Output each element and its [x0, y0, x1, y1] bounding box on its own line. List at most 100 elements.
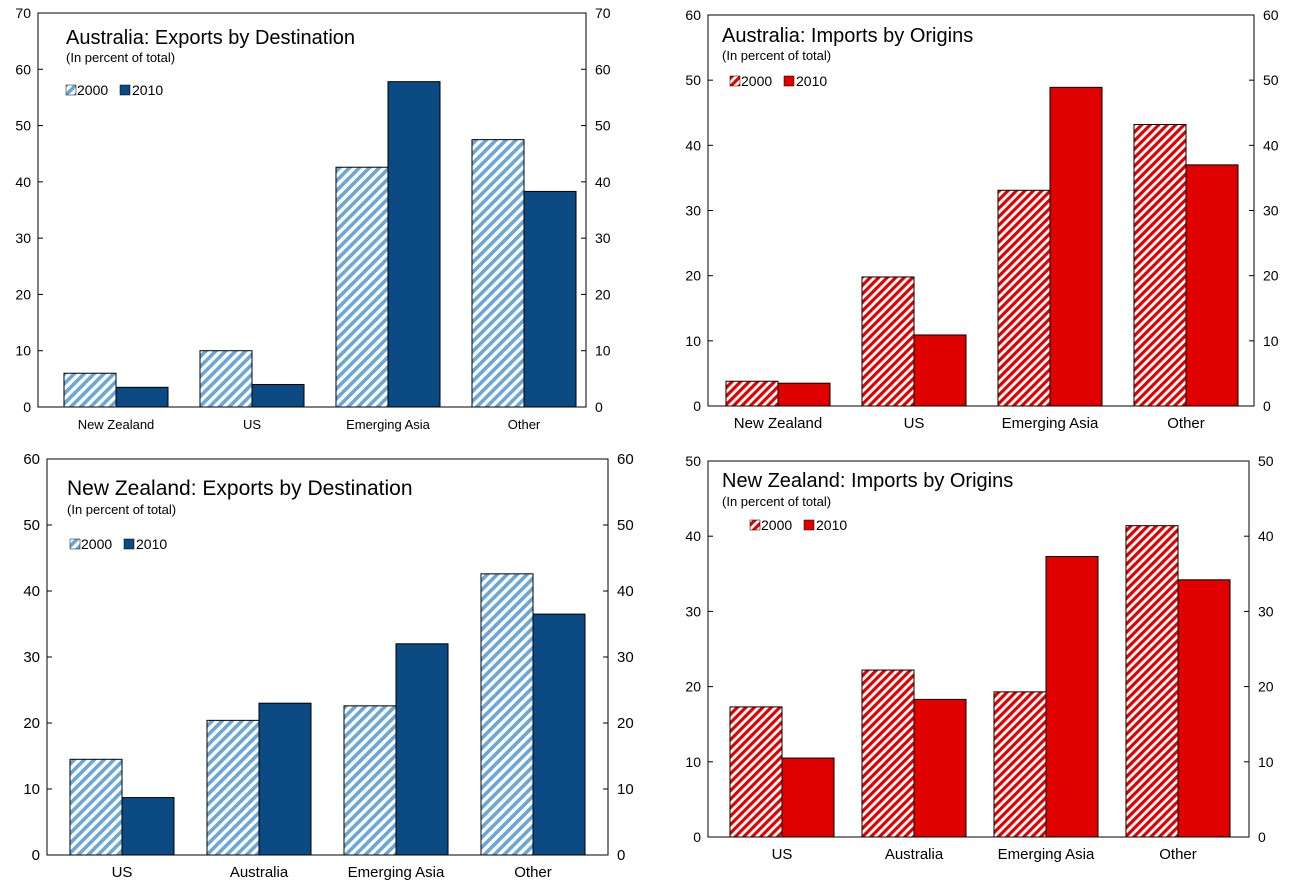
right-tick-label: 50 — [595, 118, 611, 134]
bar-2010-1 — [115, 386, 169, 408]
bar-2010-2 — [258, 702, 312, 856]
left-tick-label: 10 — [685, 333, 701, 349]
left-tick-label: 60 — [685, 7, 701, 23]
right-tick-label: 50 — [1258, 453, 1274, 469]
left-tick-label: 10 — [15, 343, 31, 359]
legend-label-2010: 2010 — [132, 82, 163, 98]
left-tick-label: 60 — [15, 61, 31, 77]
left-tick-label: 20 — [685, 679, 701, 695]
legend-label-2000: 2000 — [741, 73, 772, 89]
left-tick-label: 40 — [15, 174, 31, 190]
left-tick-label: 50 — [23, 517, 40, 534]
right-tick-label: 10 — [1258, 754, 1274, 770]
left-tick-label: 0 — [32, 847, 40, 864]
category-label: Emerging Asia — [1002, 415, 1099, 432]
category-label: New Zealand — [734, 415, 822, 432]
bar-2010-2 — [251, 383, 305, 408]
category-label: US — [904, 415, 925, 432]
chart-panel-4: 0 0 10 10 20 20 30 30 40 40 50 50 US Australia Emergin… — [685, 453, 1273, 863]
right-tick-label: 0 — [1263, 398, 1271, 414]
chart-title: New Zealand: Imports by Origins — [722, 470, 1013, 492]
bar-2000-2 — [199, 350, 253, 408]
bar-2010-1 — [781, 757, 835, 838]
bar-2000-2 — [861, 276, 915, 407]
bar-2000-4 — [480, 573, 534, 856]
right-tick-label: 30 — [595, 230, 611, 246]
right-tick-label: 0 — [595, 399, 603, 415]
left-tick-label: 0 — [693, 829, 701, 845]
right-tick-label: 60 — [1263, 7, 1279, 23]
chart-subtitle: (In percent of total) — [722, 494, 831, 509]
category-label: US — [772, 846, 793, 863]
category-label: Other — [514, 864, 552, 881]
bar-2000-2 — [206, 719, 260, 856]
right-tick-label: 40 — [595, 174, 611, 190]
bar-2010-1 — [121, 797, 175, 856]
bar-2000-4 — [471, 139, 525, 408]
left-tick-label: 0 — [693, 398, 701, 414]
right-tick-label: 40 — [1263, 137, 1279, 153]
bar-2000-3 — [343, 705, 397, 856]
left-tick-label: 30 — [23, 649, 40, 666]
bar-2010-2 — [913, 334, 967, 407]
bar-2010-1 — [777, 382, 831, 407]
left-tick-label: 70 — [15, 5, 31, 21]
chart-subtitle: (In percent of total) — [722, 48, 831, 63]
category-label: Australia — [230, 864, 289, 881]
chart-title: New Zealand: Exports by Destination — [67, 477, 413, 500]
category-label: US — [112, 864, 133, 881]
bar-2000-4 — [1133, 123, 1187, 407]
left-tick-label: 20 — [15, 286, 31, 302]
bar-2010-3 — [1045, 556, 1099, 838]
bar-2000-2 — [861, 669, 915, 838]
right-tick-label: 50 — [1263, 72, 1279, 88]
chart-panel-2: 0 0 10 10 20 20 30 30 40 40 50 50 60 60 New Zealand US E… — [685, 7, 1278, 432]
bar-2000-1 — [725, 380, 779, 407]
legend-swatch-2000 — [729, 75, 741, 87]
legend-label-2000: 2000 — [81, 536, 112, 552]
right-tick-label: 50 — [617, 517, 634, 534]
legend-swatch-2000 — [749, 519, 761, 531]
left-tick-label: 20 — [685, 268, 701, 284]
category-label: Other — [508, 417, 541, 432]
category-label: US — [243, 417, 261, 432]
chart-panel-1: 0 0 10 10 20 20 30 30 40 40 50 50 60 60 70 70 New Zealan… — [15, 5, 610, 432]
category-label: Australia — [885, 846, 944, 863]
right-tick-label: 10 — [595, 343, 611, 359]
left-tick-label: 0 — [23, 399, 31, 415]
right-tick-label: 20 — [1258, 679, 1274, 695]
right-tick-label: 30 — [1263, 203, 1279, 219]
chart-subtitle: (In percent of total) — [67, 502, 176, 517]
right-tick-label: 10 — [617, 781, 634, 798]
bar-2000-1 — [729, 706, 783, 838]
legend-label-2000: 2000 — [761, 517, 792, 533]
bar-2010-4 — [1177, 579, 1231, 838]
legend-swatch-2010 — [123, 538, 135, 550]
bar-2000-3 — [993, 691, 1047, 838]
right-tick-label: 40 — [1258, 528, 1274, 544]
bar-2010-4 — [523, 190, 577, 408]
left-tick-label: 50 — [685, 72, 701, 88]
category-label: Other — [1159, 846, 1197, 863]
left-tick-label: 30 — [685, 203, 701, 219]
legend-swatch-2000 — [69, 538, 81, 550]
bar-2000-3 — [997, 189, 1051, 407]
legend-label-2010: 2010 — [136, 536, 167, 552]
plot-frame — [37, 12, 587, 408]
right-tick-label: 20 — [617, 715, 634, 732]
left-tick-label: 30 — [15, 230, 31, 246]
plot-frame — [707, 460, 1250, 838]
legend-label-2000: 2000 — [77, 82, 108, 98]
legend-swatch-2010 — [119, 84, 131, 96]
category-label: Emerging Asia — [346, 417, 431, 432]
right-tick-label: 60 — [595, 61, 611, 77]
chart-panel-3: 0 0 10 10 20 20 30 30 40 40 50 50 60 60 US Australia Eme… — [23, 451, 633, 881]
category-label: Emerging Asia — [998, 846, 1095, 863]
legend-label-2010: 2010 — [816, 517, 847, 533]
bar-2010-4 — [532, 613, 586, 856]
legend-swatch-2010 — [783, 75, 795, 87]
right-tick-label: 20 — [1263, 268, 1279, 284]
left-tick-label: 30 — [685, 603, 701, 619]
bar-2010-3 — [1049, 86, 1103, 407]
right-tick-label: 30 — [617, 649, 634, 666]
